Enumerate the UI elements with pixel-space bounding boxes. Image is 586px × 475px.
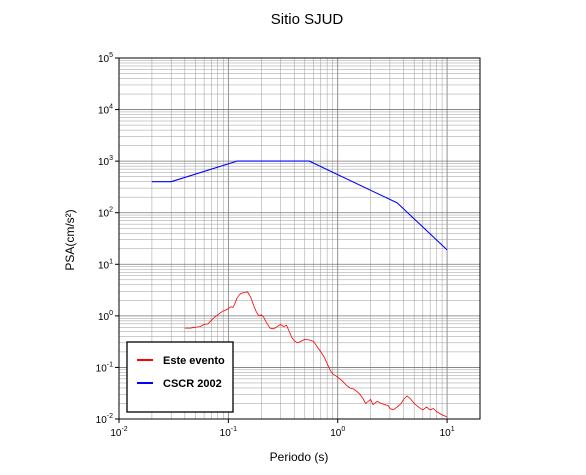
series-lines: [151, 160, 448, 418]
y-tick-label: 105: [98, 52, 113, 65]
y-tick-label: 103: [98, 155, 113, 168]
legend-box: [126, 341, 234, 413]
y-tick-label: 102: [98, 207, 113, 220]
legend-label: CSCR 2002: [163, 378, 222, 390]
x-tick-label: 100: [330, 426, 345, 439]
y-tick-label: 104: [98, 104, 113, 117]
y-axis-label: PSA(cm/s²): [63, 209, 77, 270]
x-tick-labels: 10-2 10-1 100 101: [110, 426, 454, 439]
plot-frame: [118, 57, 481, 420]
x-tick-label: 10-2: [110, 426, 127, 439]
chart-title: Sitio SJUD: [271, 11, 344, 28]
legend: Este evento CSCR 2002: [126, 341, 234, 413]
x-axis-label: Periodo (s): [270, 450, 329, 464]
y-tick-label: 10-1: [96, 361, 113, 374]
x-tick-label: 101: [440, 426, 455, 439]
y-tick-label: 10-2: [96, 413, 113, 426]
y-tick-labels: 10-2 10-1 100 101 102 103 104 105: [96, 52, 113, 426]
x-tick-label: 10-1: [220, 426, 237, 439]
axis-ticks: [115, 57, 448, 423]
legend-label: Este evento: [163, 355, 225, 367]
series-line-cscr-2002: [151, 160, 448, 251]
y-tick-label: 100: [98, 310, 113, 323]
series-line-este-evento: [184, 291, 448, 418]
y-tick-label: 101: [98, 258, 113, 271]
